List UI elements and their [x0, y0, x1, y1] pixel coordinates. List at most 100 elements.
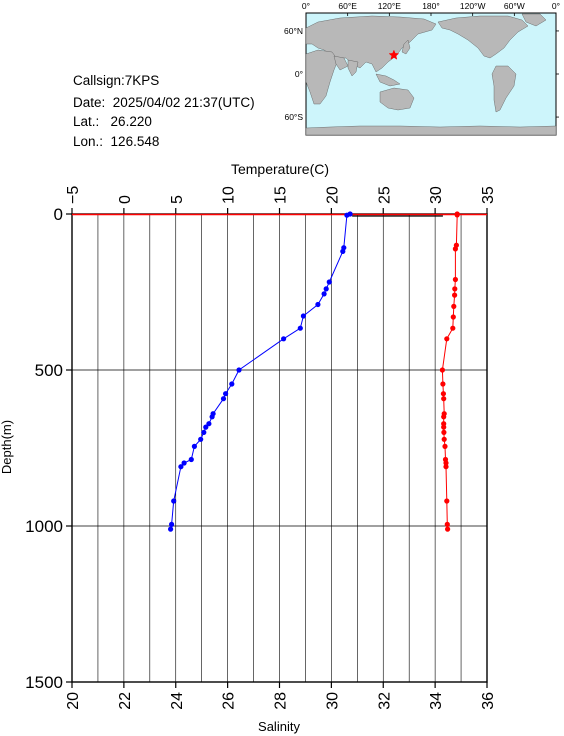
salinity-point	[443, 464, 449, 470]
salinity-point	[441, 429, 447, 435]
map-land	[305, 13, 557, 136]
temperature-point	[223, 391, 229, 397]
temperature-point	[178, 464, 184, 470]
temperature-point	[181, 460, 187, 466]
salinity-tick-label: 32	[376, 692, 393, 710]
callsign-line: Callsign:7KPS	[73, 73, 159, 88]
temperature-point	[188, 456, 194, 463]
salinity-point	[444, 521, 450, 528]
temperature-point	[340, 248, 346, 254]
temperature-point	[344, 212, 350, 218]
arabia-shape	[333, 55, 349, 71]
temperature-point	[297, 325, 303, 331]
japan-shape	[401, 39, 411, 55]
india-shape	[347, 59, 359, 77]
depth-tick-label: 1500	[25, 673, 63, 692]
australia-shape	[379, 87, 415, 111]
africa-shape	[305, 49, 339, 105]
temperature-tick-label: 5	[169, 195, 186, 204]
temperature-tick-label: 0	[117, 195, 134, 204]
antarctica-shape	[305, 125, 557, 136]
map-lon-label: 180°	[422, 1, 440, 11]
map-lon-label: 0°	[552, 1, 560, 11]
salinity-point	[442, 443, 448, 449]
temperature-tick-label: −5	[65, 186, 82, 204]
salinity-point	[440, 381, 446, 387]
temperature-tick-label: 20	[324, 186, 341, 204]
map-lat-label: 60°S	[284, 112, 303, 122]
salinity-axis-title: Salinity	[258, 719, 300, 734]
salinity-tick-label: 26	[221, 692, 238, 710]
south-america-shape	[491, 65, 517, 113]
temperature-point	[321, 291, 327, 297]
temperature-line	[170, 213, 351, 530]
depth-tick-label: 1000	[25, 517, 63, 536]
salinity-point	[451, 303, 457, 309]
plot-grid	[72, 214, 487, 682]
salinity-point	[441, 396, 447, 402]
salinity-tick-label: 34	[428, 692, 445, 710]
salinity-point	[441, 436, 447, 442]
date-line: Date: 2025/04/02 21:37(UTC)	[73, 95, 255, 110]
salinity-point	[443, 460, 449, 466]
greenland-shape	[521, 13, 547, 27]
salinity-tick-label: 30	[324, 692, 341, 710]
temperature-point	[326, 279, 332, 285]
salinity-point	[444, 336, 450, 342]
temperature-point	[323, 286, 329, 292]
callsign-value: 7KPS	[124, 73, 160, 88]
salinity-point	[441, 424, 447, 430]
lat-value: 26.220	[110, 114, 152, 129]
salinity-point	[450, 325, 456, 331]
map-lat-label: 0°	[295, 69, 303, 79]
date-label: Date:	[73, 95, 106, 110]
temperature-point	[168, 526, 174, 532]
temperature-point	[281, 336, 287, 342]
map-ticks: 0° 60°E 120°E 180° 120°W 60°W 0° 60°N 0° 60°S	[284, 1, 560, 122]
salinity-tick-label: 36	[480, 692, 497, 710]
salinity-point	[452, 276, 458, 283]
depth-tick-label: 500	[35, 361, 63, 380]
north-america-shape	[437, 15, 529, 59]
callsign-label: Callsign:	[73, 73, 125, 88]
station-star-icon	[388, 49, 400, 60]
salinity-point	[452, 292, 458, 298]
temperature-point	[229, 381, 235, 387]
temperature-tick-label: 15	[273, 186, 290, 204]
salinity-point	[445, 526, 451, 532]
salinity-point	[454, 212, 460, 218]
temperature-tick-label: 30	[428, 186, 445, 204]
temperature-point	[209, 414, 215, 420]
temperature-axis-title: Temperature(C)	[231, 161, 329, 177]
salinity-tick-label: 22	[117, 692, 134, 710]
temperature-point	[315, 301, 321, 308]
temperature-point	[191, 443, 197, 449]
depth-axis-title: Depth(m)	[0, 420, 14, 474]
map-lon-label: 60°E	[338, 1, 357, 11]
temperature-point	[236, 367, 242, 373]
salinity-point	[452, 246, 458, 252]
profile-series	[72, 211, 487, 532]
depth-tick-label: 0	[54, 205, 63, 224]
lon-value: 126.548	[110, 134, 160, 149]
salinity-point	[452, 286, 458, 292]
date-value: 2025/04/02 21:37(UTC)	[112, 95, 255, 110]
lat-label: Lat.:	[73, 114, 100, 129]
map-lon-label: 60°W	[504, 1, 525, 11]
temperature-point	[169, 521, 175, 528]
salinity-point	[450, 314, 456, 320]
temperature-point	[220, 396, 227, 402]
temperature-point	[300, 313, 306, 319]
temperature-point	[171, 498, 177, 504]
salinity-tick-label: 24	[169, 692, 186, 710]
salinity-tick-label: 20	[65, 692, 82, 710]
map-lon-label: 0°	[302, 1, 310, 11]
map-lat-label: 60°N	[284, 26, 303, 36]
temperature-tick-label: 35	[480, 186, 497, 204]
salinity-point	[441, 414, 447, 420]
salinity-tick-label: 28	[273, 692, 290, 710]
lon-label: Lon.:	[73, 134, 104, 149]
lon-line: Lon.: 126.548	[73, 134, 159, 149]
